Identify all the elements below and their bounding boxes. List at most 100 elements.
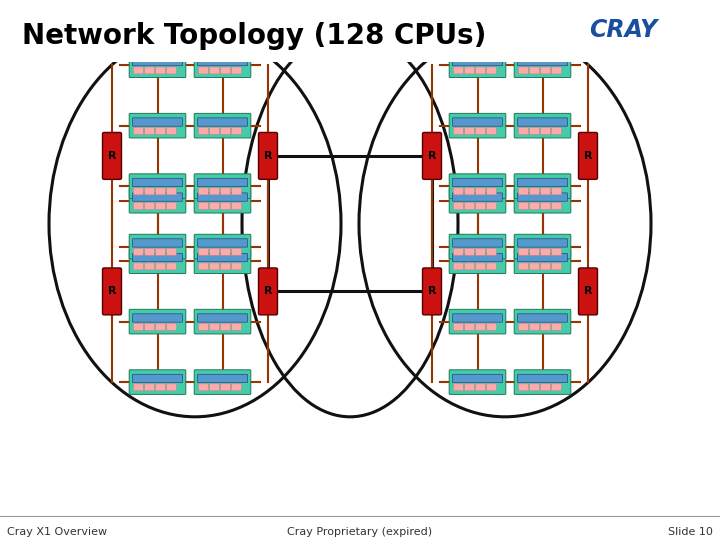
FancyBboxPatch shape: [487, 202, 496, 210]
FancyBboxPatch shape: [221, 188, 230, 195]
FancyBboxPatch shape: [452, 57, 503, 66]
FancyBboxPatch shape: [552, 323, 562, 330]
FancyBboxPatch shape: [449, 370, 505, 394]
FancyBboxPatch shape: [197, 57, 248, 66]
FancyBboxPatch shape: [194, 174, 251, 198]
FancyBboxPatch shape: [487, 127, 496, 134]
FancyBboxPatch shape: [530, 67, 539, 74]
Text: R: R: [584, 286, 593, 296]
FancyBboxPatch shape: [134, 127, 143, 134]
FancyBboxPatch shape: [530, 127, 539, 134]
FancyBboxPatch shape: [197, 253, 248, 262]
FancyBboxPatch shape: [134, 384, 143, 391]
FancyBboxPatch shape: [454, 263, 463, 270]
FancyBboxPatch shape: [194, 370, 251, 394]
FancyBboxPatch shape: [134, 323, 143, 330]
FancyBboxPatch shape: [476, 202, 485, 210]
FancyBboxPatch shape: [541, 127, 550, 134]
FancyBboxPatch shape: [464, 384, 474, 391]
FancyBboxPatch shape: [530, 188, 539, 195]
FancyBboxPatch shape: [578, 268, 598, 315]
FancyBboxPatch shape: [518, 314, 567, 322]
FancyBboxPatch shape: [464, 188, 474, 195]
FancyBboxPatch shape: [476, 67, 485, 74]
Text: R: R: [584, 151, 593, 161]
FancyBboxPatch shape: [132, 374, 182, 383]
FancyBboxPatch shape: [221, 384, 230, 391]
FancyBboxPatch shape: [134, 188, 143, 195]
FancyBboxPatch shape: [518, 202, 528, 210]
FancyBboxPatch shape: [449, 174, 505, 198]
FancyBboxPatch shape: [232, 248, 241, 255]
FancyBboxPatch shape: [134, 248, 143, 255]
Text: R: R: [428, 151, 436, 161]
FancyBboxPatch shape: [452, 239, 503, 247]
Text: R: R: [264, 151, 272, 161]
FancyBboxPatch shape: [258, 268, 277, 315]
FancyBboxPatch shape: [452, 118, 503, 126]
FancyBboxPatch shape: [449, 53, 505, 78]
FancyBboxPatch shape: [449, 249, 505, 273]
FancyBboxPatch shape: [156, 127, 166, 134]
FancyBboxPatch shape: [197, 314, 248, 322]
FancyBboxPatch shape: [514, 53, 571, 78]
FancyBboxPatch shape: [134, 263, 143, 270]
FancyBboxPatch shape: [454, 188, 463, 195]
FancyBboxPatch shape: [464, 202, 474, 210]
FancyBboxPatch shape: [129, 53, 186, 78]
FancyBboxPatch shape: [552, 127, 562, 134]
FancyBboxPatch shape: [232, 263, 241, 270]
FancyBboxPatch shape: [552, 202, 562, 210]
FancyBboxPatch shape: [530, 323, 539, 330]
FancyBboxPatch shape: [129, 370, 186, 394]
FancyBboxPatch shape: [132, 178, 182, 187]
FancyBboxPatch shape: [129, 174, 186, 198]
FancyBboxPatch shape: [129, 249, 186, 273]
FancyBboxPatch shape: [452, 374, 503, 383]
FancyBboxPatch shape: [156, 248, 166, 255]
FancyBboxPatch shape: [423, 132, 441, 179]
FancyBboxPatch shape: [541, 67, 550, 74]
FancyBboxPatch shape: [464, 323, 474, 330]
FancyBboxPatch shape: [167, 384, 176, 391]
FancyBboxPatch shape: [167, 323, 176, 330]
FancyBboxPatch shape: [194, 188, 251, 213]
FancyBboxPatch shape: [129, 309, 186, 334]
FancyBboxPatch shape: [210, 188, 220, 195]
FancyBboxPatch shape: [199, 323, 208, 330]
FancyBboxPatch shape: [134, 67, 143, 74]
FancyBboxPatch shape: [476, 263, 485, 270]
Text: Cray X1 Overview: Cray X1 Overview: [7, 526, 107, 537]
FancyBboxPatch shape: [156, 384, 166, 391]
FancyBboxPatch shape: [518, 127, 528, 134]
FancyBboxPatch shape: [102, 132, 122, 179]
FancyBboxPatch shape: [552, 248, 562, 255]
FancyBboxPatch shape: [449, 309, 505, 334]
FancyBboxPatch shape: [232, 202, 241, 210]
FancyBboxPatch shape: [199, 248, 208, 255]
FancyBboxPatch shape: [449, 188, 505, 213]
FancyBboxPatch shape: [167, 127, 176, 134]
FancyBboxPatch shape: [476, 248, 485, 255]
FancyBboxPatch shape: [449, 113, 505, 138]
FancyBboxPatch shape: [145, 323, 154, 330]
FancyBboxPatch shape: [129, 188, 186, 213]
FancyBboxPatch shape: [132, 239, 182, 247]
FancyBboxPatch shape: [518, 239, 567, 247]
FancyBboxPatch shape: [541, 263, 550, 270]
FancyBboxPatch shape: [518, 263, 528, 270]
Text: Slide 10: Slide 10: [668, 526, 713, 537]
FancyBboxPatch shape: [102, 268, 122, 315]
FancyBboxPatch shape: [199, 67, 208, 74]
FancyBboxPatch shape: [464, 127, 474, 134]
FancyBboxPatch shape: [232, 323, 241, 330]
FancyBboxPatch shape: [476, 323, 485, 330]
FancyBboxPatch shape: [145, 263, 154, 270]
Text: Network Topology (128 CPUs): Network Topology (128 CPUs): [22, 22, 486, 50]
FancyBboxPatch shape: [454, 384, 463, 391]
FancyBboxPatch shape: [454, 67, 463, 74]
FancyBboxPatch shape: [221, 67, 230, 74]
FancyBboxPatch shape: [221, 248, 230, 255]
FancyBboxPatch shape: [197, 193, 248, 201]
FancyBboxPatch shape: [197, 178, 248, 187]
